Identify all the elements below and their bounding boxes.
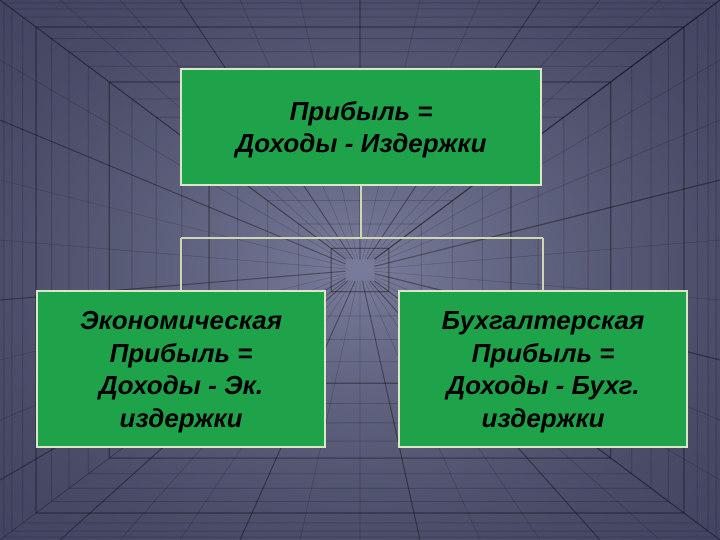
node-econ-label: Экономическая Прибыль = Доходы - Эк. изд… <box>80 304 282 434</box>
node-acct-label: Бухгалтерская Прибыль = Доходы - Бухг. и… <box>442 304 645 434</box>
diagram-layer: Прибыль = Доходы - Издержки Экономическая… <box>0 0 720 540</box>
node-root: Прибыль = Доходы - Издержки <box>180 68 542 186</box>
node-root-label: Прибыль = Доходы - Издержки <box>236 95 487 160</box>
node-econ: Экономическая Прибыль = Доходы - Эк. изд… <box>36 290 326 448</box>
node-acct: Бухгалтерская Прибыль = Доходы - Бухг. и… <box>398 290 688 448</box>
